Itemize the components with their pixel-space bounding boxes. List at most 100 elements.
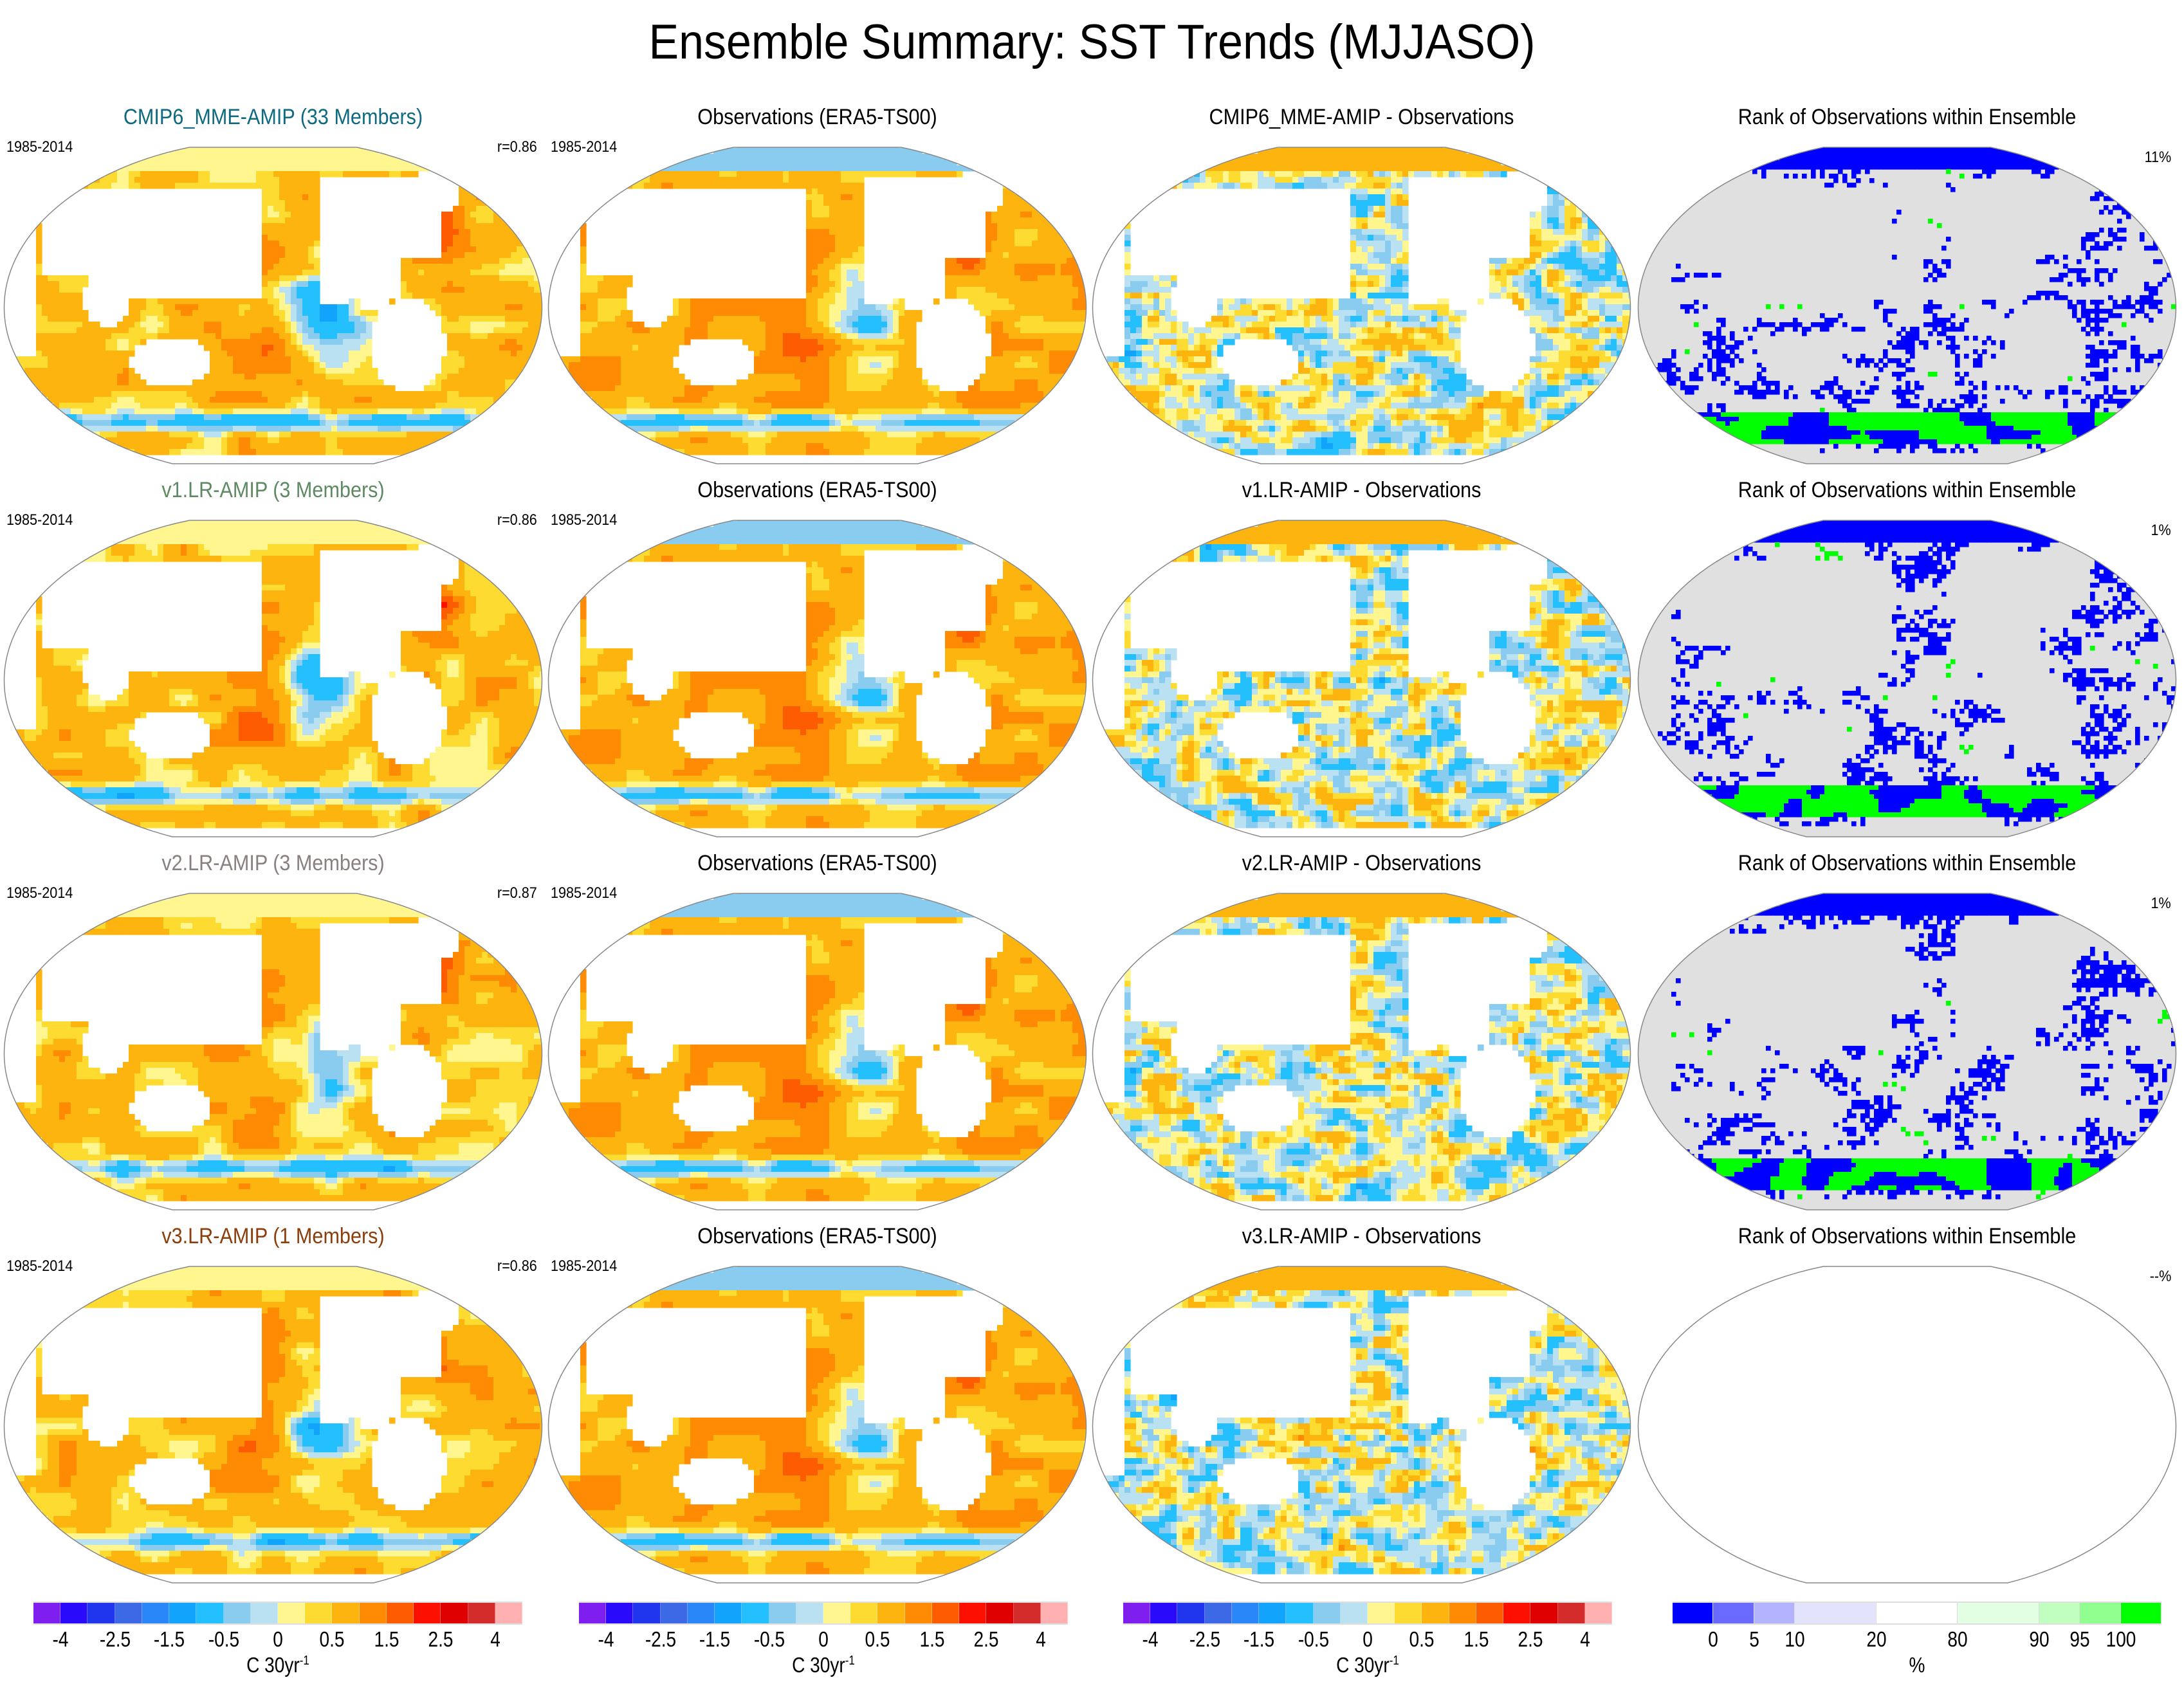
map-border	[3, 893, 543, 1210]
map-border	[547, 520, 1087, 837]
map-border	[3, 1266, 543, 1584]
colorbar-box	[877, 1603, 905, 1623]
period-label: 1985-2014	[6, 511, 73, 529]
colorbar-tick-label: 0	[1363, 1627, 1373, 1652]
colorbar-box	[1422, 1603, 1449, 1623]
panel-title: Observations (ERA5-TS00)	[573, 478, 1062, 503]
colorbar-box	[414, 1603, 441, 1623]
map-border	[1092, 520, 1631, 837]
colorbar-tick-label: 1.5	[1464, 1627, 1489, 1652]
colorbar-tick-label: -1.5	[1243, 1627, 1274, 1652]
panel-title: Observations (ERA5-TS00)	[573, 851, 1062, 876]
map-field	[1638, 147, 2176, 464]
colorbar-ticks: -4 -2.5 -1.5 -0.5 0 0.5 1.5 2.5 4	[33, 1625, 522, 1653]
difference-map	[1092, 147, 1631, 464]
observation-panel: Observations (ERA5-TS00) 1985-2014	[546, 1224, 1089, 1584]
colorbar-tick-label: 2.5	[428, 1627, 454, 1652]
colorbar-box	[2039, 1603, 2080, 1623]
colorbar-box	[142, 1603, 170, 1623]
difference-panel: v3.LR-AMIP - Observations	[1090, 1224, 1633, 1584]
rank-percent-label: 11%	[2144, 149, 2171, 167]
colorbar-tick-label: 5	[1749, 1627, 1759, 1652]
colorbar-boxes	[1123, 1602, 1612, 1625]
colorbar-box	[1013, 1603, 1041, 1623]
colorbar-tick-label: 100	[2106, 1627, 2136, 1652]
colorbar-ticks: -4 -2.5 -1.5 -0.5 0 0.5 1.5 2.5 4	[579, 1625, 1068, 1653]
observation-map	[547, 1266, 1087, 1584]
map-field	[4, 1266, 542, 1583]
colorbar-tick-label: -1.5	[699, 1627, 730, 1652]
colorbar-tick-label: 4	[1580, 1627, 1590, 1652]
panel-title: Rank of Observations within Ensemble	[1662, 105, 2152, 130]
rank-map	[1637, 147, 2177, 464]
rank-panel: Rank of Observations within Ensemble 1%	[1635, 478, 2179, 838]
map-border	[1092, 893, 1631, 1210]
colorbar-tick-label: 0	[818, 1627, 829, 1652]
colorbar-box	[1754, 1603, 1795, 1623]
colorbar-box	[1286, 1603, 1314, 1623]
period-label: 1985-2014	[6, 1257, 73, 1275]
map-border	[1637, 893, 2177, 1210]
difference-panel: CMIP6_MME-AMIP - Observations	[1090, 105, 1633, 465]
map-field	[548, 893, 1087, 1210]
colorbar-box	[196, 1603, 224, 1623]
colorbar-box	[579, 1603, 607, 1623]
panel-title: v1.LR-AMIP - Observations	[1117, 478, 1606, 503]
colorbar-ticks: 0 5 10 20 80 90 95 100	[1673, 1625, 2161, 1653]
rank-map	[1637, 1266, 2177, 1584]
colorbar-tick-label: -2.5	[645, 1627, 675, 1652]
colorbar-box	[1177, 1603, 1205, 1623]
map-field	[4, 147, 542, 464]
colorbar-box	[904, 1603, 932, 1623]
rank-panel: Rank of Observations within Ensemble 11%	[1635, 105, 2179, 465]
observation-map	[547, 147, 1087, 464]
panel-title: Observations (ERA5-TS00)	[573, 1224, 1062, 1249]
pattern-correlation-label: r=0.86	[497, 138, 537, 156]
colorbar-box	[769, 1603, 796, 1623]
colorbar-box	[1395, 1603, 1422, 1623]
colorbar-box	[850, 1603, 878, 1623]
period-label: 1985-2014	[6, 138, 73, 156]
observation-panel: Observations (ERA5-TS00) 1985-2014	[546, 851, 1089, 1211]
colorbar-box	[660, 1603, 688, 1623]
colorbar-unit-label: C 30yr-1	[70, 1653, 486, 1677]
map-border	[547, 1266, 1087, 1584]
colorbar-box	[687, 1603, 715, 1623]
map-border	[547, 893, 1087, 1210]
colorbar-tick-label: 0.5	[1409, 1627, 1435, 1652]
panel-title: Observations (ERA5-TS00)	[573, 105, 1062, 130]
colorbar-box	[1123, 1603, 1151, 1623]
colorbar-box	[606, 1603, 634, 1623]
model-panel: CMIP6_MME-AMIP (33 Members) 1985-2014 r=0.…	[1, 105, 545, 465]
trend-colorbar-3: -4 -2.5 -1.5 -0.5 0 0.5 1.5 2.5 4 C 30yr-1	[1123, 1602, 1612, 1677]
colorbar-box	[1040, 1603, 1068, 1623]
panel-title: v2.LR-AMIP - Observations	[1117, 851, 1606, 876]
colorbar-box	[468, 1603, 495, 1623]
model-map	[3, 1266, 543, 1584]
model-map	[3, 893, 543, 1210]
colorbar-box	[2120, 1603, 2161, 1623]
colorbar-box	[715, 1603, 742, 1623]
model-panel: v1.LR-AMIP (3 Members) 1985-2014 r=0.86	[1, 478, 545, 838]
colorbar-box	[1259, 1603, 1287, 1623]
colorbar-tick-label: 95	[2070, 1627, 2090, 1652]
pattern-correlation-label: r=0.86	[497, 511, 537, 529]
map-border	[1092, 147, 1631, 464]
rank-percent-label: 1%	[2151, 522, 2171, 540]
rank-percent-label: 1%	[2151, 895, 2171, 913]
rank-percent-label: --%	[2149, 1268, 2171, 1286]
map-border	[1637, 1266, 2177, 1584]
observation-map	[547, 893, 1087, 1210]
colorbar-box	[115, 1603, 142, 1623]
colorbar-box	[1367, 1603, 1395, 1623]
map-field	[4, 520, 542, 837]
colorbar-unit-label: %	[1709, 1653, 2125, 1677]
colorbar-box	[1557, 1603, 1585, 1623]
colorbar-tick-label: -0.5	[753, 1627, 784, 1652]
map-border	[1092, 1266, 1631, 1584]
colorbar-tick-label: 2.5	[1518, 1627, 1543, 1652]
pattern-correlation-label: r=0.86	[497, 1257, 537, 1275]
colorbar-box	[87, 1603, 115, 1623]
colorbar-tick-label: 0	[1709, 1627, 1719, 1652]
model-map	[3, 520, 543, 837]
